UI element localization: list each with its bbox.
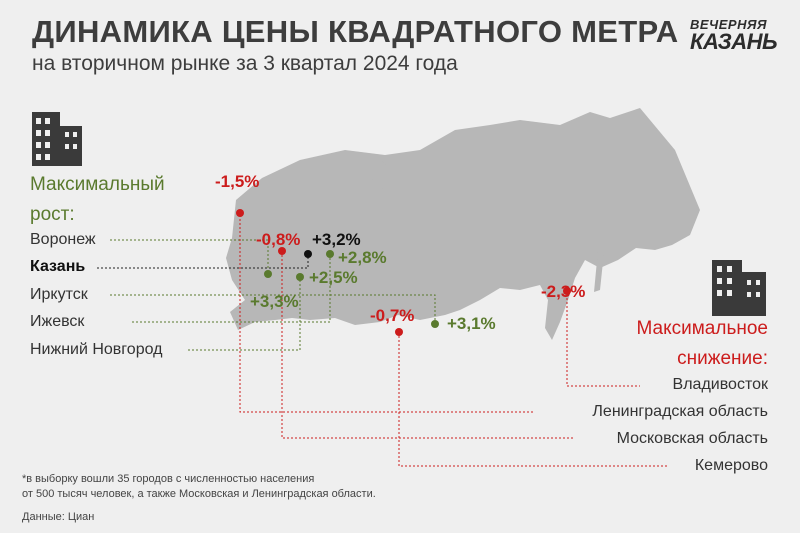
sakhalin [594,250,604,292]
growth-city-kazan: Казань [30,258,86,275]
dot-kemerovo [395,328,403,336]
growth-heading-line1: Максимальный [30,174,165,195]
brand-logo: ВЕЧЕРНЯЯ КАЗАНЬ [690,18,786,53]
dot-moscow [278,247,286,255]
decline-city-moscow: Московская область [616,430,768,447]
growth-heading: Максимальный рост: [30,170,165,230]
leader-leningrad [239,215,535,413]
decline-city-kemerovo: Кемерово [694,457,768,474]
page-subtitle: на вторичном рынке за 3 квартал 2024 год… [32,52,458,75]
growth-city-voronezh: Воронеж [30,231,96,248]
growth-city-izhevsk: Ижевск [30,313,85,330]
growth-city-nizhny: Нижний Новгород [30,341,163,358]
value-leningrad: -1,5% [215,172,260,191]
leader-voronezh [110,239,269,272]
leader-kemerovo [398,332,668,467]
dot-leningrad [236,209,244,217]
value-izhevsk: +2,8% [338,248,387,267]
dot-voronezh [264,270,272,278]
leader-izhevsk [132,256,331,323]
page-title: ДИНАМИКА ЦЕНЫ КВАДРАТНОГО МЕТРА [32,14,679,49]
growth-heading-line2: рост: [30,204,75,225]
logo-line1: ВЕЧЕРНЯЯ [690,17,767,32]
value-voronezh: +3,3% [250,292,299,311]
dot-kazan [304,250,312,258]
novaya-zemlya [372,161,388,189]
footnote-line2: от 500 тысяч человек, а также Московская… [22,488,376,500]
footnote-line1: *в выборку вошли 35 городов с численност… [22,473,315,485]
decline-city-leningrad: Ленинградская область [592,403,768,420]
russia-silhouette [226,108,700,340]
value-kemerovo: -0,7% [370,306,415,325]
data-source: Данные: Циан [22,511,95,523]
value-irkutsk: +3,1% [447,314,496,333]
leader-irkutsk [110,294,436,322]
logo-line2: КАЗАНЬ [690,29,778,54]
decline-heading: Максимальное снижение: [637,314,769,374]
decline-heading-line1: Максимальное [636,318,769,339]
dot-nizhny [296,273,304,281]
value-moscow: -0,8% [256,230,301,249]
dot-vladivostok [563,287,571,295]
kamchatka [640,195,676,248]
dot-izhevsk [326,250,334,258]
leader-nizhny [188,278,301,351]
dot-irkutsk [431,320,439,328]
value-vladivostok: -2,3% [541,282,586,301]
decline-city-vladivostok: Владивосток [672,376,768,393]
value-kazan: +3,2% [312,230,361,249]
value-nizhny: +2,5% [309,268,358,287]
footnote: *в выборку вошли 35 городов с численност… [22,472,376,502]
decline-heading-line2: снижение: [677,348,768,369]
growth-city-irkutsk: Иркутск [30,286,88,303]
leader-vladivostok [566,290,640,387]
